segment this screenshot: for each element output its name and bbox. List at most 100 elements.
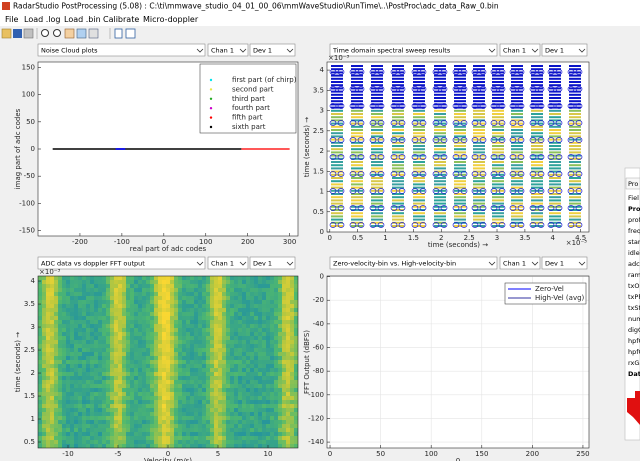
heatmap-cell — [90, 288, 94, 292]
dropdown-label[interactable]: Chan 1 — [211, 260, 234, 268]
dropdown[interactable] — [329, 43, 498, 57]
sweep-marker — [490, 222, 498, 228]
heatmap-cell — [194, 352, 198, 356]
sweep-cell — [531, 183, 543, 186]
dropdown-label[interactable]: Dev 1 — [253, 47, 272, 55]
dropdown-label[interactable]: Time domain spectral sweep results — [332, 47, 451, 55]
heatmap-cell — [182, 328, 186, 332]
heatmap-cell — [238, 404, 242, 408]
tool-print[interactable] — [23, 28, 34, 39]
heatmap-cell — [162, 420, 166, 424]
dropdown-label[interactable]: Dev 1 — [253, 260, 272, 268]
heatmap-cell — [234, 340, 238, 344]
heatmap-cell — [266, 384, 270, 388]
dropdown-label[interactable]: ADC data vs doppler FFT output — [41, 260, 145, 268]
heatmap-cell — [130, 324, 134, 328]
menu-item[interactable]: File — [5, 15, 18, 24]
tool-legend[interactable] — [125, 28, 136, 39]
x-axis-label: 0 — [456, 457, 460, 461]
heatmap-cell — [58, 300, 62, 304]
heatmap-cell — [222, 328, 226, 332]
dropdown[interactable] — [37, 256, 206, 270]
heatmap-cell — [46, 428, 50, 432]
sweep-cell — [473, 221, 485, 224]
heatmap-cell — [146, 392, 150, 396]
dropdown[interactable] — [499, 43, 541, 57]
sweep-marker — [357, 188, 365, 194]
dropdown-label[interactable]: Dev 1 — [545, 47, 564, 55]
heatmap-cell — [190, 440, 194, 444]
tool-zoom-out[interactable] — [53, 29, 61, 37]
heatmap-cell — [274, 392, 278, 396]
dropdown[interactable] — [207, 43, 249, 57]
dropdown[interactable] — [207, 256, 249, 270]
dropdown-label[interactable]: Zero-velocity-bin vs. High-velocity-bin — [333, 260, 456, 268]
sweep-marker — [369, 205, 377, 211]
menu-item[interactable]: Load .bin — [64, 15, 101, 24]
menu-item[interactable]: Calibrate — [103, 15, 139, 24]
heatmap-cell — [238, 356, 242, 360]
heatmap-cell — [154, 348, 158, 352]
sweep-cell — [371, 199, 383, 202]
tool-zoom-in[interactable] — [41, 29, 49, 37]
heatmap-cell — [46, 356, 50, 360]
sweep-marker — [357, 120, 365, 126]
heatmap-cell — [266, 328, 270, 332]
heatmap-cell — [182, 384, 186, 388]
dropdown[interactable] — [541, 256, 588, 270]
side-tab-label[interactable]: Pro — [628, 180, 638, 188]
heatmap-cell — [126, 288, 130, 292]
heatmap-cell — [146, 300, 150, 304]
dropdown-label[interactable]: Chan 1 — [503, 47, 526, 55]
tool-colorbar[interactable] — [114, 28, 123, 39]
tool-rotate[interactable] — [76, 28, 87, 39]
tool-save[interactable] — [13, 29, 22, 38]
dropdown-label[interactable]: Noise Cloud plots — [41, 47, 98, 55]
sweep-cell — [511, 84, 523, 87]
sweep-cell — [413, 173, 425, 176]
heatmap-cell — [222, 316, 226, 320]
sweep-marker — [349, 137, 357, 143]
heatmap-cell — [42, 388, 46, 392]
sweep-marker — [357, 103, 365, 109]
legend-label: High-Vel (avg) — [535, 294, 585, 302]
side-tab[interactable] — [625, 177, 640, 190]
dropdown[interactable] — [249, 256, 296, 270]
dropdown[interactable] — [329, 256, 498, 270]
heatmap-cell — [262, 416, 266, 420]
sweep-cell — [569, 100, 581, 103]
sweep-cell — [511, 167, 523, 170]
dropdown[interactable] — [249, 43, 296, 57]
heatmap-cell — [162, 324, 166, 328]
heatmap-cell — [214, 304, 218, 308]
heatmap-cell — [146, 368, 150, 372]
dropdown-label[interactable]: Dev 1 — [545, 260, 564, 268]
heatmap-cell — [262, 392, 266, 396]
heatmap-cell — [294, 316, 298, 320]
heatmap-cell — [234, 320, 238, 324]
menu-item[interactable]: Load .log — [24, 15, 60, 24]
heatmap-cell — [190, 344, 194, 348]
sweep-marker — [479, 103, 487, 109]
heatmap-cell — [82, 332, 86, 336]
heatmap-cell — [202, 364, 206, 368]
heatmap-cell — [286, 332, 290, 336]
tool-open[interactable] — [1, 28, 12, 39]
dropdown[interactable] — [541, 43, 588, 57]
dropdown[interactable] — [499, 256, 541, 270]
dropdown[interactable] — [37, 43, 206, 57]
tool-pan[interactable] — [64, 28, 75, 39]
heatmap-cell — [242, 412, 246, 416]
dropdown-label[interactable]: Chan 1 — [211, 47, 234, 55]
menu-item[interactable]: Micro-doppler — [143, 15, 199, 24]
heatmap-cell — [238, 372, 242, 376]
sweep-marker — [432, 103, 440, 109]
tool-datacursor[interactable] — [88, 28, 99, 39]
heatmap-cell — [70, 380, 74, 384]
heatmap-cell — [50, 320, 54, 324]
sweep-cell — [351, 173, 363, 176]
heatmap-cell — [78, 396, 82, 400]
heatmap-cell — [214, 384, 218, 388]
sweep-cell — [331, 205, 343, 208]
dropdown-label[interactable]: Chan 1 — [503, 260, 526, 268]
